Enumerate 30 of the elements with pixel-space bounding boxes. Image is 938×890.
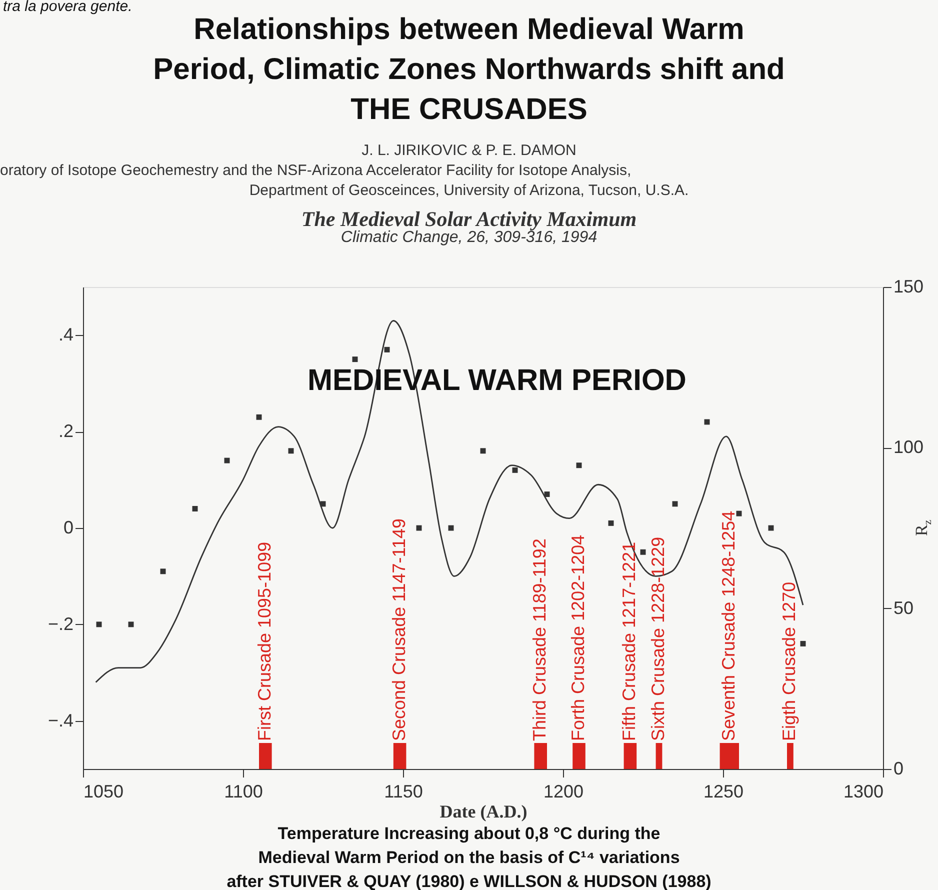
band-label: Second Crusade 1147-1149 [388,518,409,741]
band-label: Eigth Crusade 1270 [779,582,800,741]
y-tick-label: .4 [58,324,74,345]
band-label: Seventh Crusade 1248-1254 [718,510,738,741]
y-tick-label: −.2 [48,614,74,634]
x-tick-label: 1100 [224,782,263,802]
x-tick-label: 1150 [384,782,423,802]
band-label: First Crusade 1095-1099 [254,542,274,741]
text: tra la povera gente. [3,0,132,15]
band-label: Forth Crusade 1202-1204 [568,534,588,741]
y-tick-label: .2 [58,421,74,442]
y2-tick-label: 50 [894,598,914,618]
y2-tick-label: 0 [894,758,904,778]
y2-tick-label: 100 [894,437,924,458]
y2-tick-label: 150 [894,276,924,296]
chart-subtitle: J. L. JIRIKOVIC & P. E. DAMON oratory of Isotope Geochemestry and the NSF-Arizona Accelerator Facility for Isotope Analysis, Department of Geosceinces, University of Arizona, Tucson, U.S.A. The Medieval Solar Activity Maximum Climatic Change, 26, 309-316, 1994 [0,142,689,246]
x-tick-label: 1050 [84,782,124,802]
y-tick-label: −.4 [48,710,74,730]
band-label: Third Crusade 1189-1192 [530,538,550,741]
x-tick-label: 1250 [703,782,744,802]
x-tick-label: 1300 [843,782,884,802]
x-tick-label: 1200 [543,782,584,802]
y-tick-label: 0 [63,518,74,538]
x-axis-title: Date (A.D.) [440,802,528,822]
band-label: Sixth Crusade 1228-1229 [648,536,668,741]
y2-axis-title: Rz [912,520,934,536]
band-label: Fifth Crusade 1217-1221 [619,542,640,741]
text: Medieval Warm Period on the basis of C¹⁴ variations [258,848,680,867]
text: Temperature Increasing about 0,8 °C during the [278,824,660,843]
chart-title: Relationships between Medieval Warm Period, Climatic Zones Northwards shift and THE CRUSADES [153,13,785,126]
